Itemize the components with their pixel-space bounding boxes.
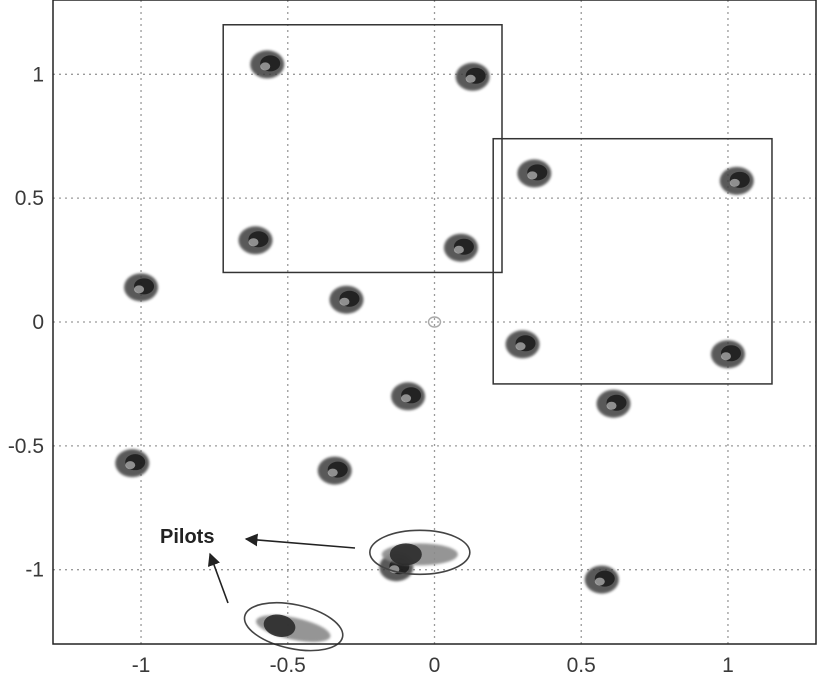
decision-box xyxy=(222,24,503,274)
pilot-markers xyxy=(243,529,471,652)
decision-boxes xyxy=(222,24,773,385)
y-tick-label: 1 xyxy=(32,63,44,86)
y-tick-label: 0 xyxy=(32,311,44,334)
x-tick-label: -0.5 xyxy=(270,654,306,677)
tick-labels: -1 -0.5 0 0.5 1 -1 -0.5 0 0.5 1 xyxy=(8,63,734,677)
decision-box xyxy=(492,137,773,385)
constellation-point xyxy=(517,159,552,188)
y-tick-label: -1 xyxy=(25,559,44,582)
constellation-point xyxy=(329,285,364,314)
constellation-point xyxy=(391,382,426,411)
constellation-point xyxy=(584,565,619,594)
pilot-marker xyxy=(243,601,344,652)
plot-frame xyxy=(52,0,817,645)
x-tick-label: 1 xyxy=(722,654,734,677)
constellation-point xyxy=(124,273,159,302)
constellation-point xyxy=(317,456,352,485)
constellation-point xyxy=(443,233,478,262)
constellation-points xyxy=(115,50,754,594)
constellation-point xyxy=(427,316,442,328)
constellation-point xyxy=(115,449,150,478)
constellation-point xyxy=(596,389,631,418)
constellation-point xyxy=(238,226,273,255)
pilots-annotation: Pilots xyxy=(160,526,356,604)
pilots-arrow-1 xyxy=(244,533,356,549)
constellation-point xyxy=(250,50,285,79)
grid xyxy=(53,0,816,644)
pilot-marker xyxy=(369,529,471,576)
x-tick-label: -1 xyxy=(132,654,151,677)
x-tick-label: 0.5 xyxy=(567,654,596,677)
pilots-arrow-2 xyxy=(207,552,229,604)
constellation-point xyxy=(710,340,745,369)
constellation-point xyxy=(719,166,754,195)
constellation-point xyxy=(505,330,540,359)
constellation-point xyxy=(455,62,490,91)
pilots-label: Pilots xyxy=(160,526,214,548)
y-tick-label: -0.5 xyxy=(8,435,44,458)
y-tick-label: 0.5 xyxy=(15,187,44,210)
x-tick-label: 0 xyxy=(429,654,441,677)
